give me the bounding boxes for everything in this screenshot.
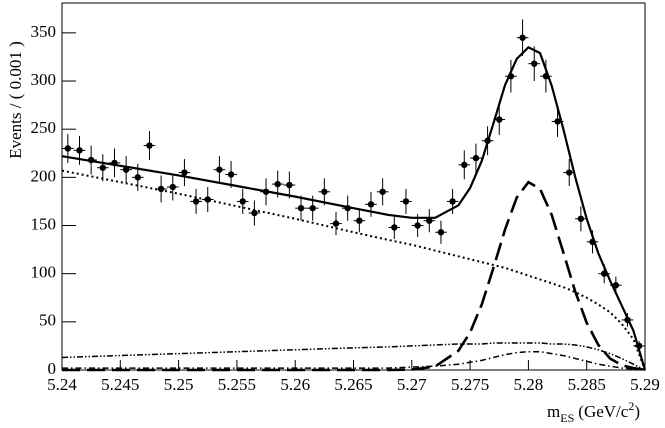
data-point — [309, 204, 316, 212]
data-point — [472, 154, 480, 162]
data-point — [566, 169, 573, 176]
data-point — [204, 196, 211, 203]
data-point — [344, 204, 351, 212]
y-tick-label: 350 — [31, 22, 57, 41]
y-tick-label: 0 — [48, 359, 57, 378]
x-tick-label: 5.27 — [397, 375, 427, 394]
x-label-close: ) — [634, 402, 640, 421]
y-tick-label: 150 — [31, 214, 57, 233]
x-tick-label: 5.29 — [630, 375, 660, 394]
data-point — [274, 180, 281, 188]
data-point — [134, 174, 141, 181]
data-point — [262, 188, 270, 195]
data-point — [496, 116, 503, 123]
x-axis-label: mES (GeV/c2) — [547, 399, 640, 425]
x-tick-label: 5.26 — [280, 375, 310, 394]
data-point — [286, 181, 293, 189]
data-point — [332, 220, 340, 227]
data-point — [76, 147, 83, 154]
data-point — [169, 183, 176, 191]
x-label-main: m — [547, 402, 560, 421]
data-point — [531, 60, 538, 67]
data-point — [507, 73, 515, 80]
x-label-unit: (GeV/c — [578, 402, 628, 421]
x-label-sup: 2 — [628, 399, 634, 413]
x-tick-label: 5.25 — [164, 375, 194, 394]
y-tick-label: 100 — [31, 263, 57, 282]
x-tick-label: 5.245 — [101, 375, 139, 394]
data-point — [624, 316, 631, 324]
data-point — [356, 217, 363, 224]
data-point — [99, 164, 107, 171]
data-point — [589, 238, 596, 246]
data-point — [577, 215, 585, 222]
x-tick-label: 5.265 — [334, 375, 372, 394]
data-point — [216, 166, 223, 173]
data-point — [391, 224, 398, 231]
data-point — [542, 73, 550, 80]
data-point — [87, 156, 95, 164]
data-point — [227, 171, 235, 178]
y-tick-label: 250 — [31, 118, 57, 137]
x-label-sub: ES — [560, 411, 574, 425]
data-point — [554, 118, 561, 125]
fit-curve — [61, 342, 646, 371]
data-point — [146, 142, 153, 149]
x-tick-label: 5.255 — [218, 375, 256, 394]
data-point — [297, 204, 305, 212]
data-point — [600, 270, 608, 277]
y-tick-label: 200 — [31, 166, 57, 185]
data-point — [379, 188, 386, 195]
y-tick-label: 50 — [39, 311, 56, 330]
data-point — [321, 188, 328, 195]
data-point — [461, 161, 468, 169]
fit-curve — [61, 169, 646, 371]
data-point — [426, 217, 433, 224]
data-point — [251, 209, 258, 217]
data-point — [414, 222, 421, 229]
data-point — [612, 282, 620, 289]
y-axis-label: Events / ( 0.001 ) — [6, 41, 25, 159]
data-point — [64, 145, 72, 152]
y-tick-label: 300 — [31, 70, 57, 89]
data-point — [402, 198, 410, 205]
data-point — [367, 201, 375, 208]
data-point — [484, 137, 491, 144]
data-point — [437, 229, 445, 236]
data-point — [111, 159, 118, 167]
data-point — [635, 342, 643, 350]
data-point — [449, 198, 456, 205]
x-tick-label: 5.275 — [451, 375, 489, 394]
data-point — [239, 198, 246, 205]
x-tick-label: 5.24 — [47, 375, 77, 394]
x-tick-label: 5.285 — [568, 375, 606, 394]
x-tick-label: 5.28 — [514, 375, 544, 394]
fit-curve — [62, 180, 646, 372]
plot-frame — [61, 2, 646, 371]
data-point — [181, 169, 188, 176]
data-point — [157, 185, 165, 193]
data-point — [192, 198, 200, 205]
data-point — [122, 166, 130, 173]
data-point — [519, 34, 526, 41]
